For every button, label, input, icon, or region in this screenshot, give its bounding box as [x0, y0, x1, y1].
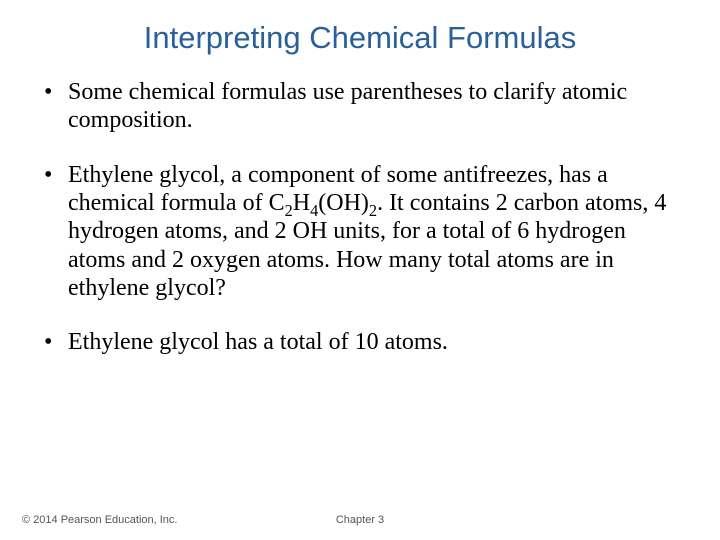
bullet-item: Ethylene glycol has a total of 10 atoms. — [40, 328, 680, 356]
bullet-text: Ethylene glycol has a total of 10 atoms. — [68, 329, 448, 355]
bullet-text: H — [293, 190, 310, 216]
slide-title: Interpreting Chemical Formulas — [40, 20, 680, 56]
chapter-text: Chapter 3 — [336, 514, 384, 526]
bullet-list: Some chemical formulas use parentheses t… — [40, 78, 680, 357]
bullet-text: (OH) — [318, 190, 369, 216]
copyright-text: © 2014 Pearson Education, Inc. — [22, 514, 177, 526]
bullet-item: Some chemical formulas use parentheses t… — [40, 78, 680, 135]
slide: Interpreting Chemical Formulas Some chem… — [0, 0, 720, 540]
subscript-text: 2 — [285, 201, 293, 220]
bullet-text: Some chemical formulas use parentheses t… — [68, 79, 627, 133]
subscript-text: 2 — [369, 201, 377, 220]
bullet-item: Ethylene glycol, a component of some ant… — [40, 161, 680, 303]
